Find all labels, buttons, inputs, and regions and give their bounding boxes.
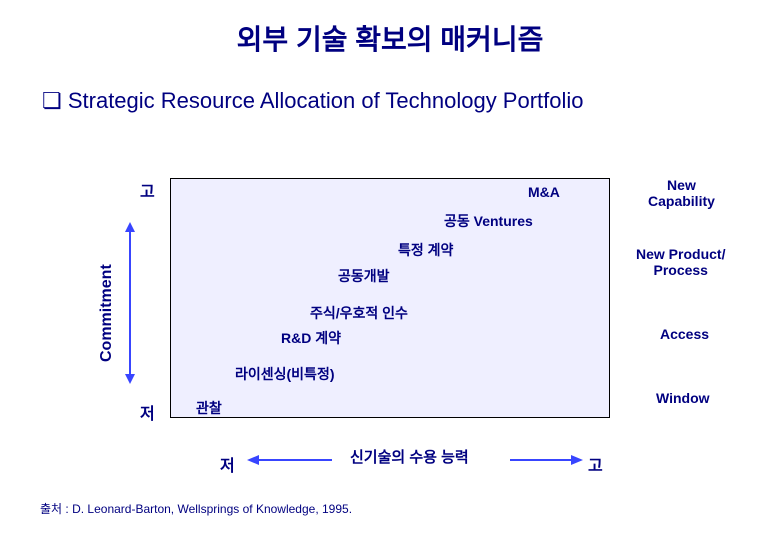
chart-item: 라이센싱(비특정) [235,364,334,384]
side-label: Access [660,326,709,342]
y-axis-low: 저 [140,400,155,424]
chart-item: 특정 계약 [398,240,453,260]
chart-item: 주식/우호적 인수 [310,303,408,323]
side-label: New Product/Process [636,246,725,278]
side-label: Window [656,390,710,406]
chart-item: R&D 계약 [281,328,341,348]
chart-item: 관찰 [196,398,222,418]
page-title: 외부 기술 확보의 매커니즘 [0,0,780,58]
chart-item: 공동 Ventures [444,211,533,231]
source-citation: 출처 : D. Leonard-Barton, Wellsprings of K… [40,500,352,517]
chart-item: M&A [528,184,560,200]
y-axis-label: Commitment [98,264,116,362]
x-axis-label: 신기술의 수용 능력 [350,446,469,467]
chart-item: 공동개발 [338,266,390,286]
x-axis-low: 저 [220,452,235,476]
x-axis-high: 고 [588,452,603,476]
y-axis-high: 고 [140,178,155,202]
side-label: NewCapability [648,177,715,209]
y-axis-arrow [120,220,140,386]
subtitle: Strategic Resource Allocation of Technol… [0,58,780,114]
